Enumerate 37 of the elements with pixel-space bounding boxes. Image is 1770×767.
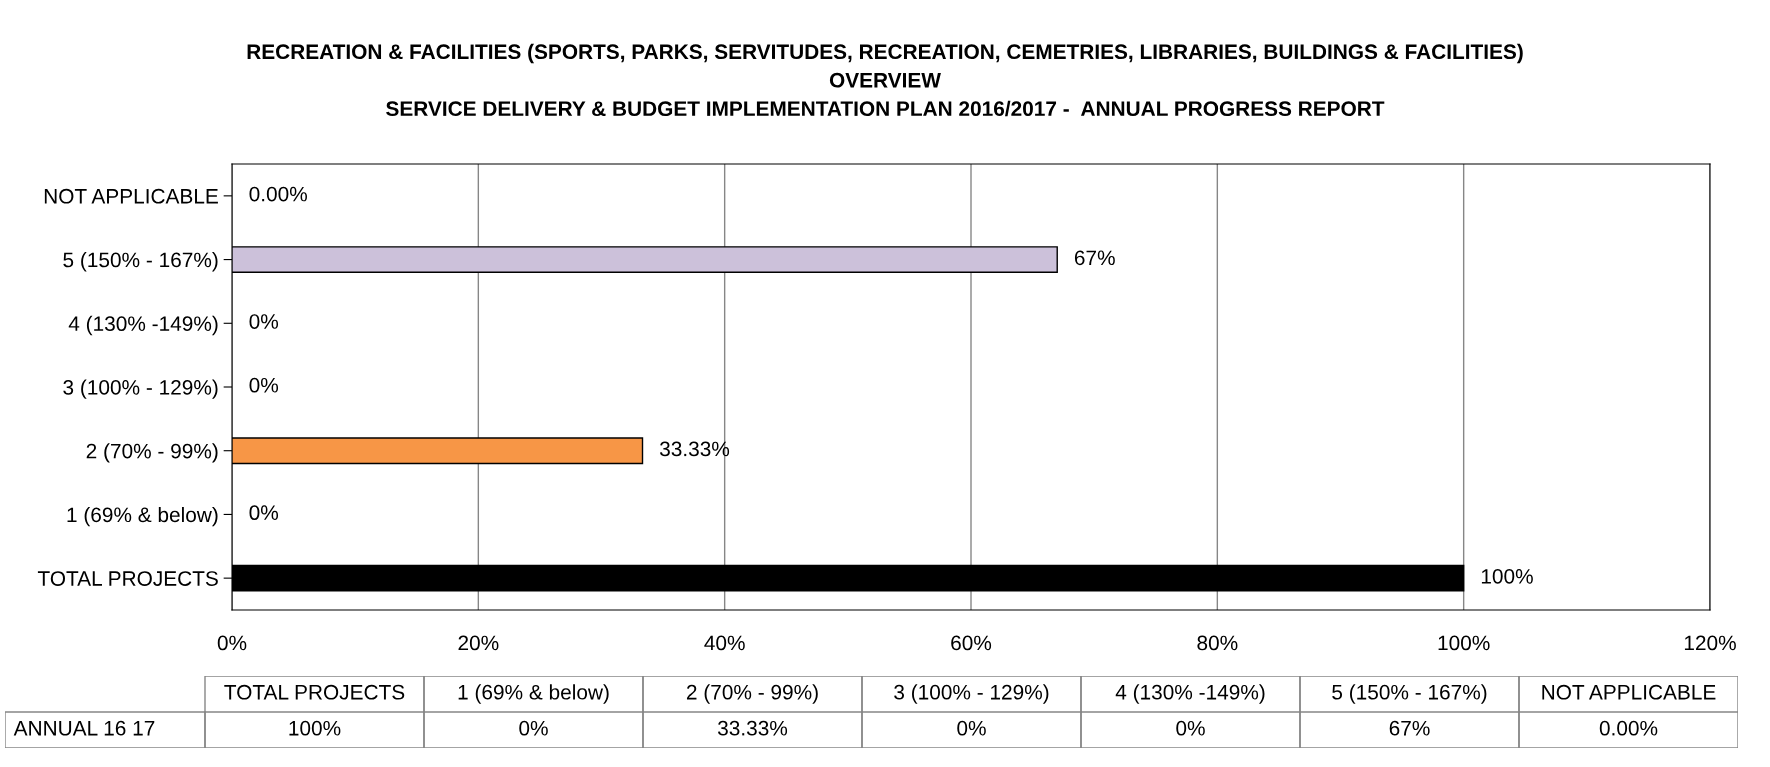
y-tick-label: 2 (70% - 99%) xyxy=(86,443,218,463)
data-label: 33.33% xyxy=(659,441,730,457)
data-label: 0% xyxy=(249,377,279,393)
y-tick-label: 1 (69% & below) xyxy=(67,506,218,527)
category-label: NOT APPLICABLE xyxy=(1542,684,1716,700)
text: 0.00% xyxy=(1599,720,1658,736)
text: ANNUAL 16 17 xyxy=(13,720,155,736)
x-tick-label: 20% xyxy=(458,635,499,651)
category-label: 4 (130% -149%) xyxy=(1115,684,1265,704)
category-label: TOTAL PROJECTS xyxy=(224,684,405,700)
x-tick-label: 40% xyxy=(704,635,745,651)
x-tick-label: 100% xyxy=(1438,635,1490,651)
data-label: 0.00% xyxy=(249,186,307,202)
text: 0% xyxy=(1176,720,1205,736)
text: 100% xyxy=(289,720,341,736)
text: 67% xyxy=(1389,720,1430,736)
data-label: 67% xyxy=(1074,250,1115,266)
text: 0% xyxy=(957,720,986,736)
text: 0% xyxy=(519,720,548,736)
y-tick-label: 3 (100% - 129%) xyxy=(63,379,218,399)
data-label: 100% xyxy=(1481,568,1533,584)
data-label: 0% xyxy=(249,505,279,521)
category-label: 2 (70% - 99%) xyxy=(686,684,818,704)
x-tick-label: 60% xyxy=(951,635,992,651)
x-tick-label: 0% xyxy=(217,635,247,651)
text: 33.33% xyxy=(717,720,788,736)
data-label: 0% xyxy=(249,314,279,329)
category-label: 3 (100% - 129%) xyxy=(894,684,1049,704)
y-tick-label: NOT APPLICABLE xyxy=(44,188,218,204)
x-tick-label: 120% xyxy=(1684,635,1736,651)
y-tick-label: TOTAL PROJECTS xyxy=(37,571,218,586)
chart-title: RECREATION & FACILITIES (SPORTS, PARKS, SERVITUDES, RECREATION, CEMETRIES, LIBRARIES, BUILDINGS & FACILITIES) OVERVIEW SERVICE DELIVERY & BUDGET IMPLEMENTATION PLAN 2016/2017 - ANNUAL PROGRESS REPORT xyxy=(247,43,1523,117)
y-tick-label: 4 (130% -149%) xyxy=(68,315,218,336)
category-label: 1 (69% & below) xyxy=(458,684,609,704)
x-tick-label: 80% xyxy=(1197,635,1238,651)
category-label: 5 (150% - 167%) xyxy=(1332,684,1487,704)
y-tick-label: 5 (150% - 167%) xyxy=(63,252,218,272)
